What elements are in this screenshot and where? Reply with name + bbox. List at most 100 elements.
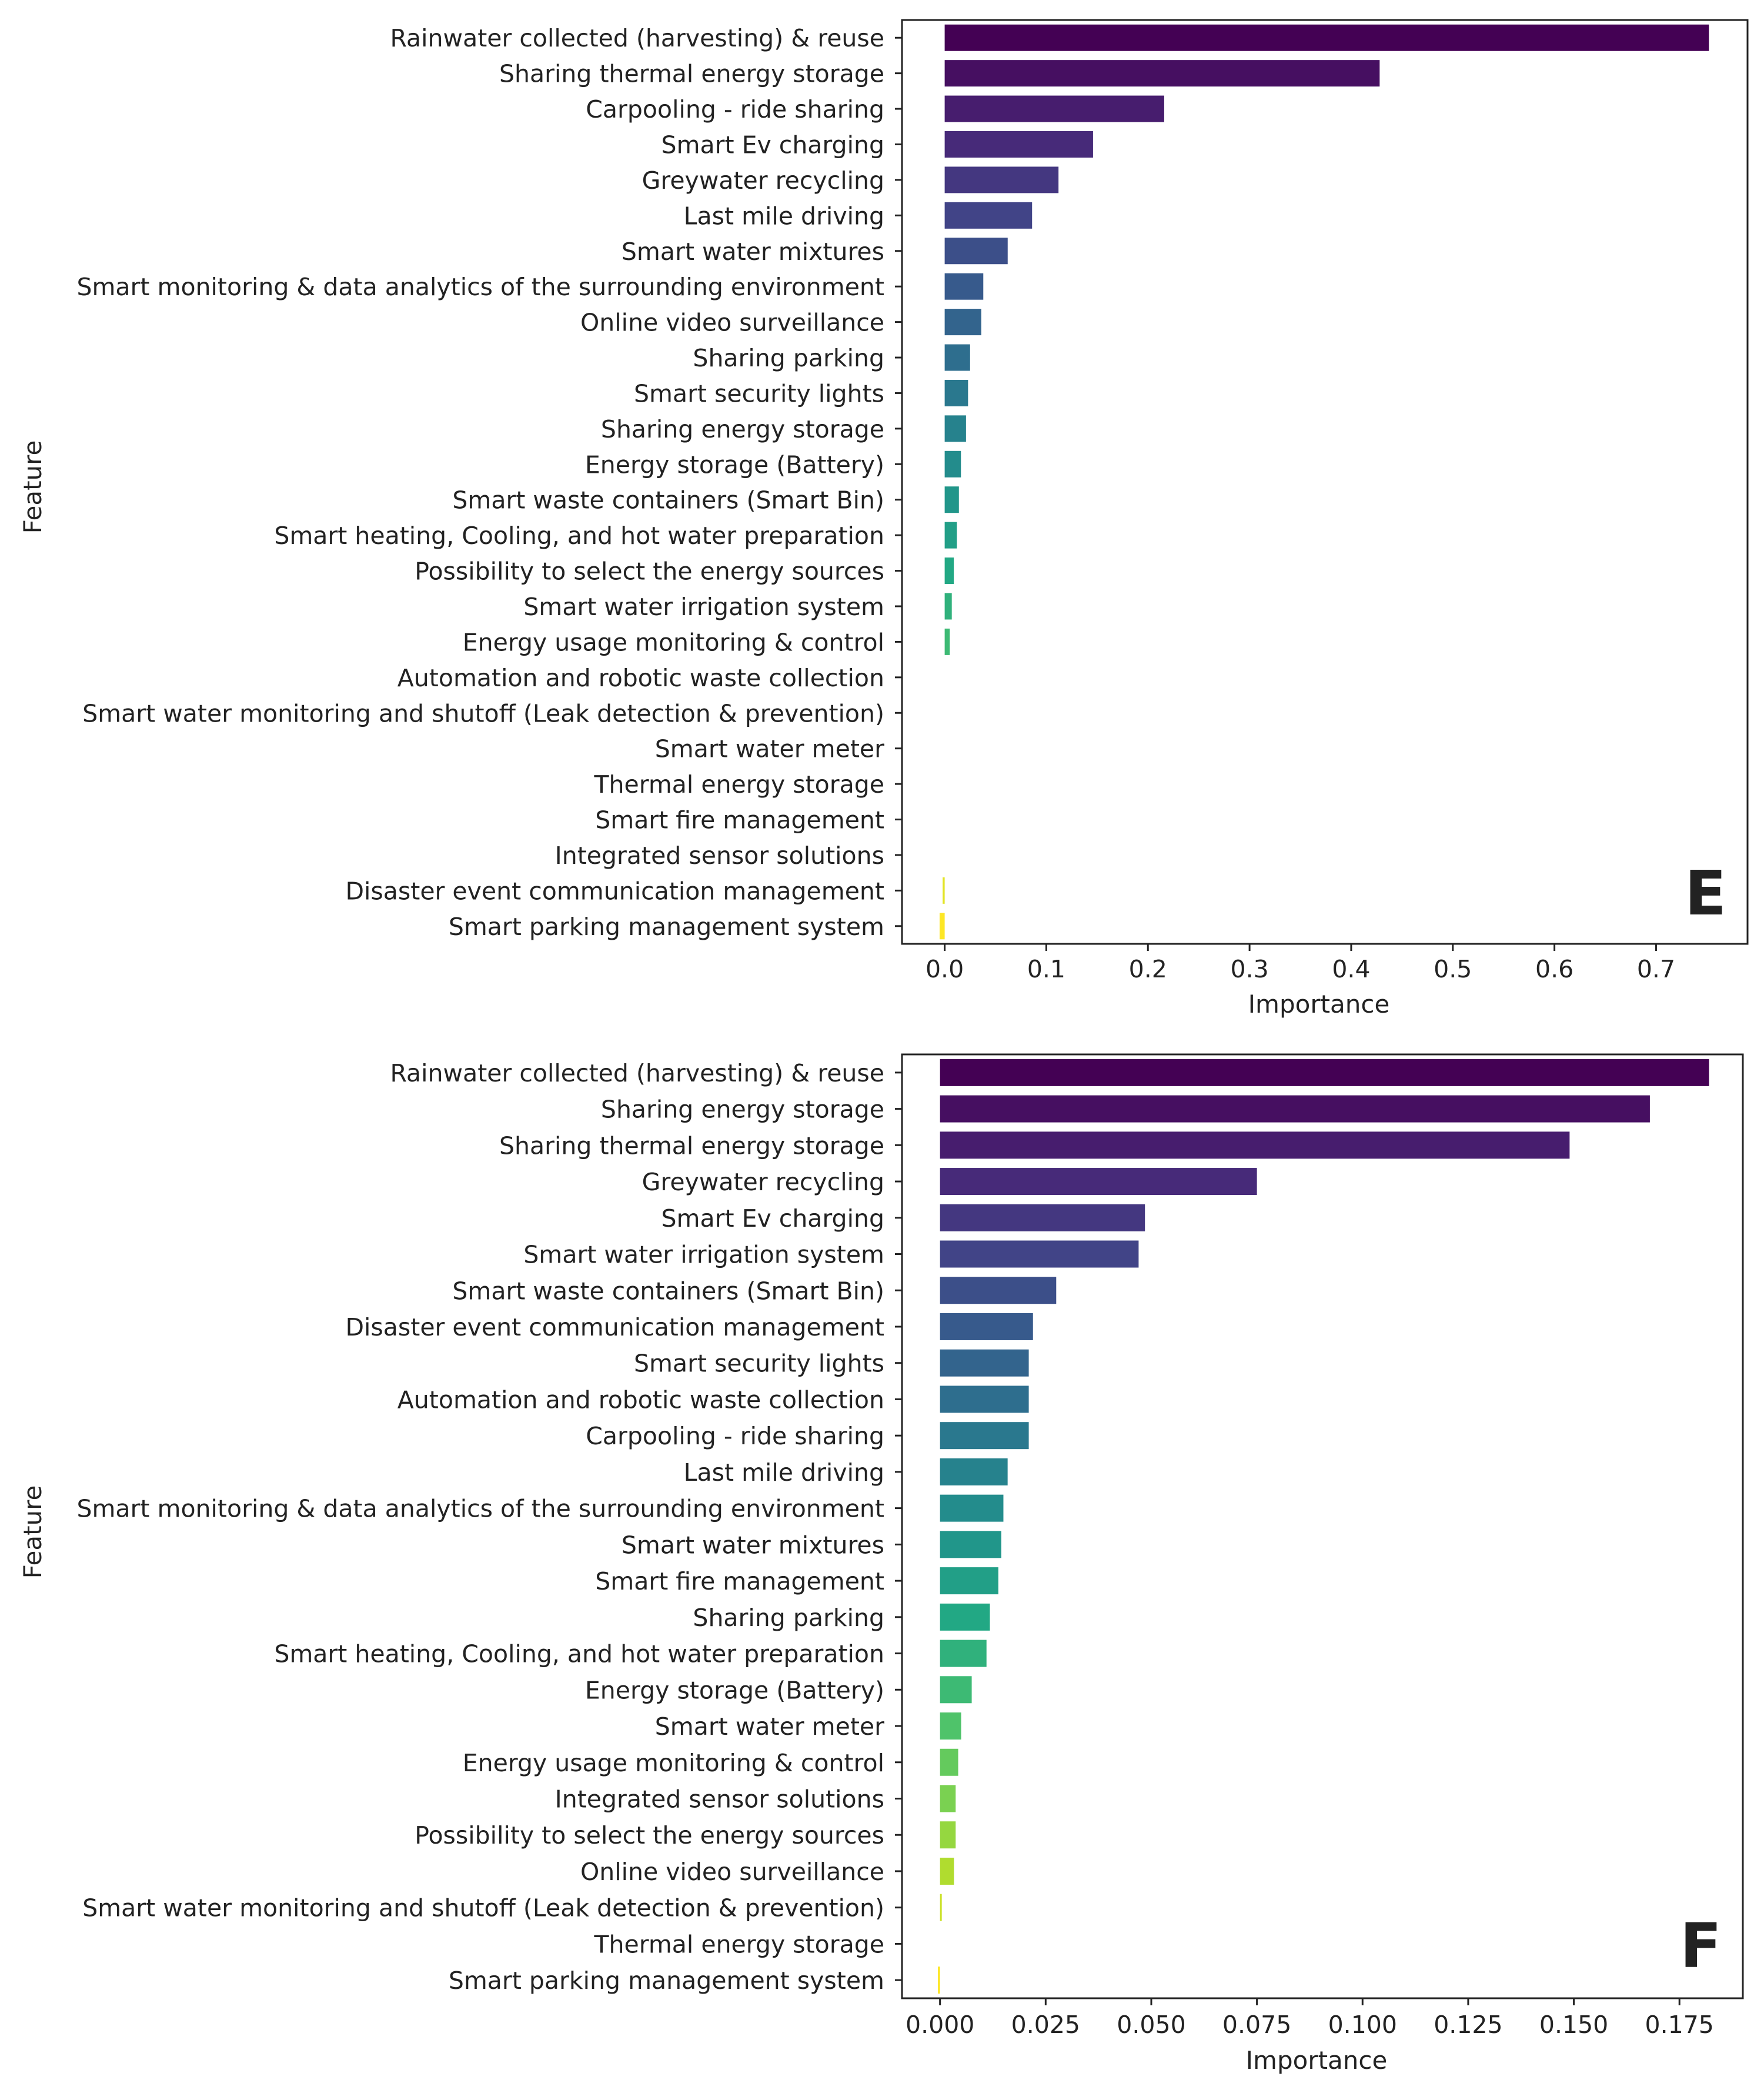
bar (940, 1603, 990, 1631)
x-tick-label: 0.3 (1230, 955, 1268, 983)
x-tick-label: 0.175 (1645, 2011, 1714, 2039)
bar (944, 415, 966, 442)
x-tick-label: 0.2 (1129, 955, 1167, 983)
y-tick-label: Integrated sensor solutions (555, 1785, 884, 1813)
y-tick-label: Smart Ev charging (662, 1204, 884, 1233)
y-tick-label: Smart Ev charging (662, 131, 884, 159)
bar (944, 593, 952, 620)
bar (940, 1204, 1145, 1231)
bar (944, 309, 981, 336)
y-axis-label: Feature (18, 1485, 47, 1579)
bar (944, 60, 1380, 87)
y-tick-label: Possibility to select the energy sources (415, 557, 884, 586)
panel-label: E (1685, 857, 1726, 929)
y-tick-label: Automation and robotic waste collection (397, 664, 884, 692)
y-tick-label: Sharing thermal energy storage (499, 1131, 884, 1160)
bar (940, 1821, 956, 1849)
bar (944, 379, 968, 406)
y-tick-label: Thermal energy storage (593, 770, 884, 799)
bar (940, 1857, 954, 1885)
bar (944, 24, 1709, 51)
y-tick-label: Smart water meter (655, 1712, 884, 1741)
x-tick-label: 0.100 (1328, 2011, 1397, 2039)
y-tick-label: Smart heating, Cooling, and hot water pr… (274, 1640, 884, 1668)
panel-f: Rainwater collected (harvesting) & reuse… (18, 1053, 1744, 2075)
y-tick-label: Sharing thermal energy storage (499, 60, 884, 88)
bar (940, 1168, 1257, 1196)
bar (944, 522, 957, 549)
y-tick-label: Carpooling - ride sharing (586, 1422, 884, 1450)
y-tick-label: Smart parking management system (449, 1967, 884, 1995)
bar (944, 95, 1164, 122)
bar (940, 1313, 1033, 1340)
x-tick-label: 0.5 (1434, 955, 1472, 983)
y-tick-label: Smart water irrigation system (523, 593, 884, 621)
y-tick-label: Smart parking management system (449, 913, 884, 941)
bar (940, 1095, 1650, 1123)
y-tick-label: Smart monitoring & data analytics of the… (76, 273, 884, 301)
y-tick-label: Smart waste containers (Smart Bin) (452, 486, 884, 515)
y-tick-label: Smart monitoring & data analytics of the… (76, 1495, 884, 1523)
y-tick-label: Rainwater collected (harvesting) & reuse (390, 24, 884, 52)
y-tick-label: Carpooling - ride sharing (586, 95, 884, 123)
bar (944, 344, 970, 371)
y-tick-label: Sharing energy storage (601, 415, 884, 443)
bar (944, 238, 1008, 265)
x-tick-label: 0.6 (1535, 955, 1573, 983)
y-tick-label: Online video surveillance (580, 309, 884, 337)
y-tick-label: Greywater recycling (642, 1168, 884, 1196)
y-tick-label: Smart security lights (634, 1350, 884, 1378)
bar (944, 557, 954, 585)
bar (940, 1458, 1008, 1485)
x-tick-label: 0.075 (1222, 2011, 1291, 2039)
y-tick-label: Last mile driving (684, 202, 884, 230)
y-tick-label: Integrated sensor solutions (555, 842, 884, 870)
bar (940, 1277, 1057, 1304)
bar (939, 913, 945, 940)
y-tick-label: Automation and robotic waste collection (397, 1385, 884, 1414)
y-tick-label: Last mile driving (684, 1458, 884, 1487)
y-tick-label: Sharing parking (693, 1604, 884, 1632)
bar (940, 1422, 1029, 1450)
bar (940, 1567, 998, 1595)
bar (940, 1785, 956, 1812)
y-tick-label: Energy usage monitoring & control (463, 1749, 884, 1777)
y-tick-label: Possibility to select the energy sources (415, 1821, 884, 1849)
bar (940, 1676, 972, 1704)
x-tick-label: 0.125 (1434, 2011, 1502, 2039)
x-tick-label: 0.150 (1539, 2011, 1608, 2039)
bar (940, 1712, 961, 1740)
x-tick-label: 0.000 (906, 2011, 974, 2039)
bar (940, 1894, 942, 1921)
x-tick-label: 0.4 (1332, 955, 1370, 983)
y-tick-label: Rainwater collected (harvesting) & reuse (390, 1059, 884, 1087)
panel-label: F (1680, 1910, 1722, 1982)
y-tick-label: Thermal energy storage (593, 1930, 884, 1958)
bar (940, 1640, 987, 1667)
x-tick-label: 0.1 (1027, 955, 1065, 983)
plot-frame (901, 19, 1749, 945)
y-tick-label: Smart water monitoring and shutoff (Leak… (82, 699, 884, 727)
y-tick-label: Smart water mixtures (622, 1531, 884, 1559)
y-tick-label: Disaster event communication management (345, 1313, 884, 1341)
y-tick-label: Sharing energy storage (601, 1096, 884, 1124)
x-tick-label: 0.025 (1011, 2011, 1080, 2039)
y-axis-label: Feature (18, 440, 47, 534)
y-tick-label: Smart waste containers (Smart Bin) (452, 1277, 884, 1305)
y-tick-label: Smart fire management (595, 806, 884, 834)
bar (944, 202, 1033, 229)
x-axis-label: Importance (1248, 990, 1390, 1019)
x-tick-label: 0.050 (1117, 2011, 1185, 2039)
y-tick-label: Smart fire management (595, 1567, 884, 1595)
bar (940, 1240, 1139, 1268)
y-tick-label: Smart heating, Cooling, and hot water pr… (274, 522, 884, 550)
bar (944, 628, 950, 655)
bar (943, 877, 945, 904)
plot-frame (901, 1053, 1744, 1999)
y-tick-label: Smart water meter (655, 735, 884, 763)
y-tick-label: Online video surveillance (580, 1858, 884, 1886)
bar (944, 273, 984, 300)
bar (944, 486, 959, 513)
bar (940, 1131, 1570, 1159)
